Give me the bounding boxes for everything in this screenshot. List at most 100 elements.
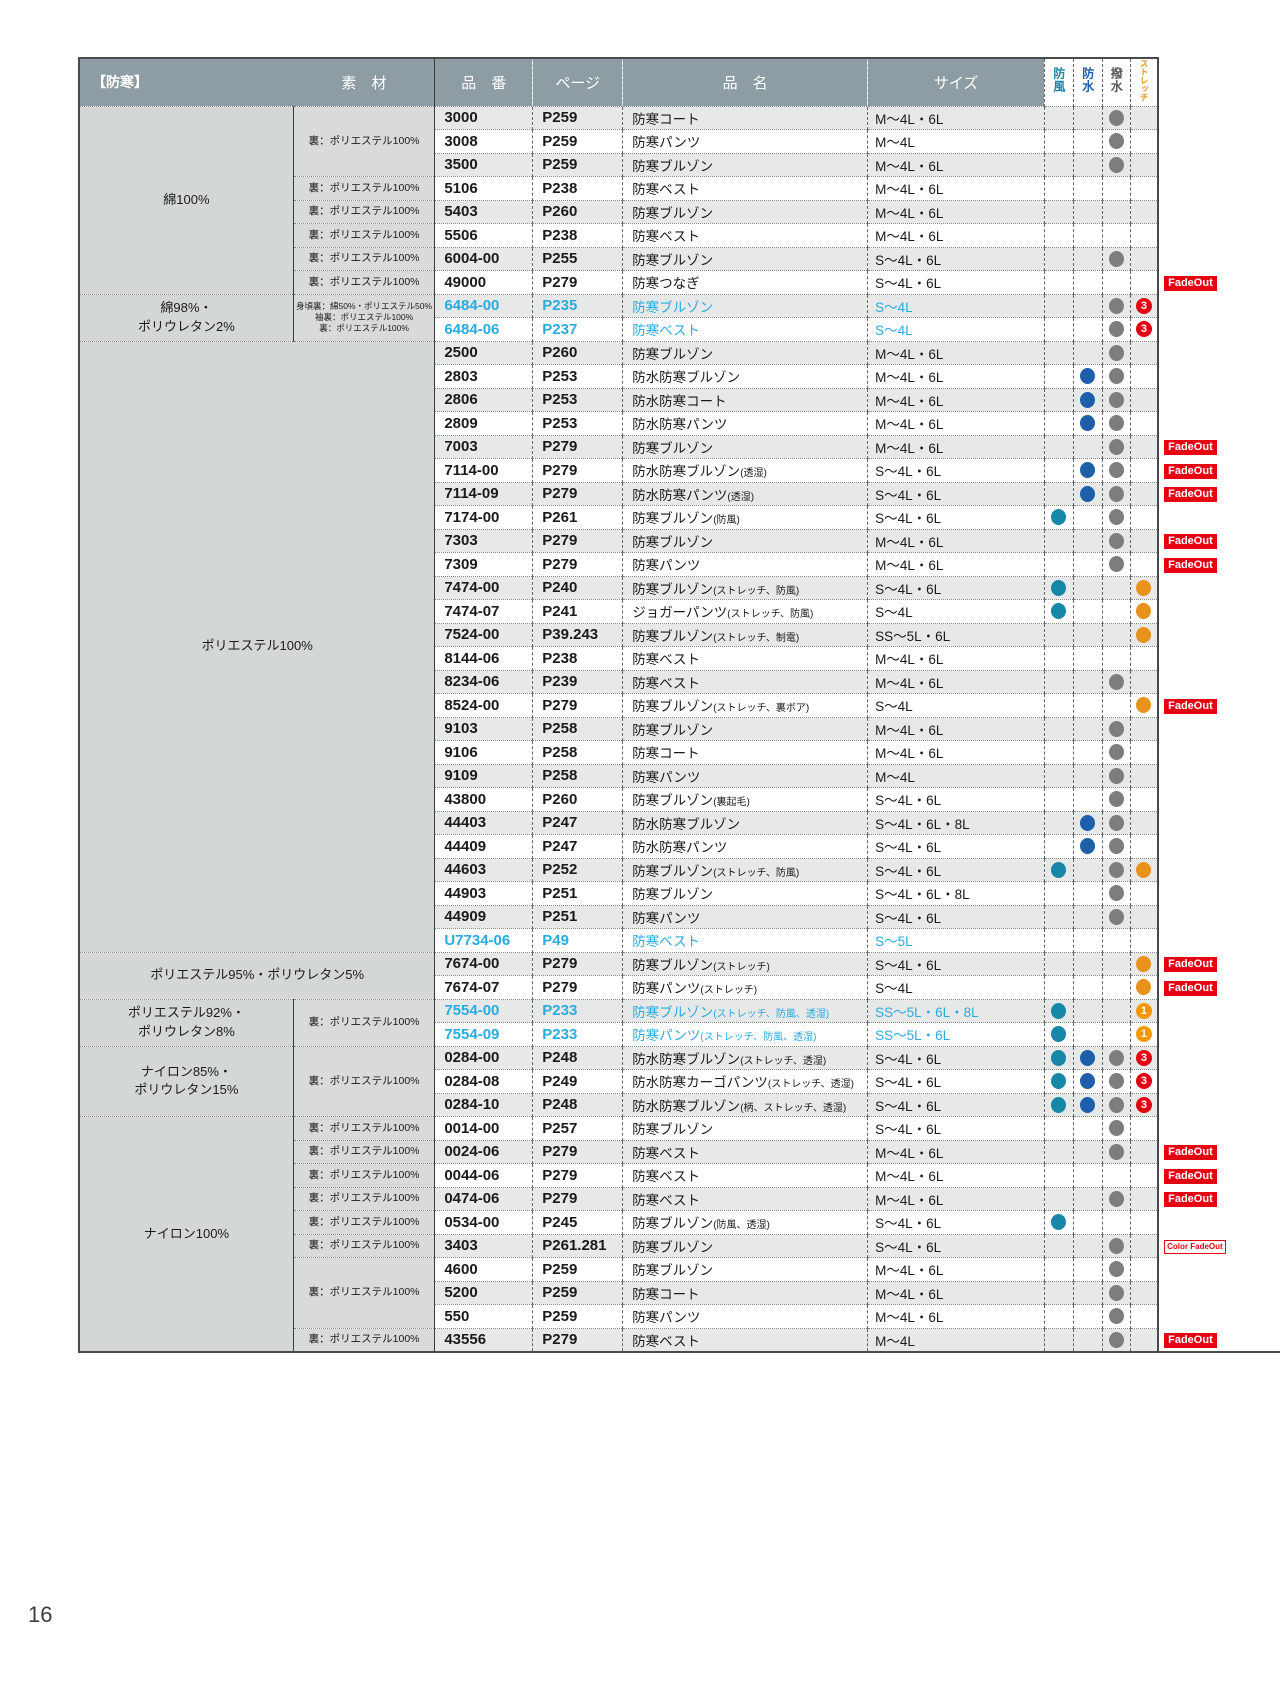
sub-material-cell: 裏：ポリエステル100%: [293, 1139, 436, 1164]
stretch-cell: 3: [1129, 317, 1160, 341]
water-repellent-cell: [1101, 1210, 1131, 1234]
fade-label-cell: [1158, 1093, 1280, 1117]
page-number: 16: [28, 1602, 53, 1627]
item-name-cell: 防寒パンツ: [622, 904, 868, 929]
fade-label-cell: [1158, 153, 1280, 177]
fade-label-cell: FadeOut: [1158, 270, 1280, 294]
fade-label-cell: [1158, 623, 1280, 647]
sub-material-cell: 裏：ポリエステル100%: [293, 998, 436, 1046]
page-ref-cell: P251: [532, 881, 623, 905]
water-repellent-cell: [1101, 1045, 1131, 1070]
fade-label-cell: [1158, 1281, 1280, 1305]
page-ref-cell: P238: [532, 176, 623, 200]
water-repellent-dot: [1108, 720, 1124, 737]
table-row: 9103 P258 防寒ブルゾン M〜4L・6L: [79, 716, 1280, 741]
table-row: 3008 P259 防寒パンツ M〜4L: [79, 129, 1280, 153]
item-no-cell: 7474-00: [434, 575, 533, 600]
item-name-cell: 防寒ベスト: [622, 1327, 868, 1353]
item-name-note: (ストレッチ、防風): [727, 609, 814, 621]
page-ref-cell: P241: [532, 599, 623, 623]
header-water-repellent: 撥水: [1101, 57, 1131, 106]
water-repellent-cell: [1101, 246, 1131, 271]
stretch-cell: [1129, 622, 1160, 647]
item-no-cell: 5106: [434, 176, 533, 200]
water-repellent-cell: [1101, 552, 1131, 576]
item-name-cell: 防寒パンツ(ストレッチ、防風、透湿): [622, 1022, 868, 1046]
page-ref-cell: P259: [532, 129, 623, 153]
water-repellent-dot: [1108, 1284, 1124, 1301]
windproof-cell: [1043, 364, 1074, 388]
windproof-cell: [1043, 716, 1074, 741]
water-repellent-cell: [1101, 787, 1131, 811]
size-cell: S〜4L・6L: [867, 1045, 1045, 1070]
header-page: ページ: [532, 57, 623, 106]
sub-material-cell: 裏：ポリエステル100%: [293, 105, 436, 177]
page-ref-cell: P279: [532, 693, 623, 717]
item-no-cell: 7554-09: [434, 1022, 533, 1046]
item-name-text: 防水防寒パンツ: [632, 840, 728, 856]
fade-label-cell: FadeOut: [1158, 435, 1280, 459]
page-ref-cell: P279: [532, 552, 623, 576]
size-cell: M〜4L: [867, 1327, 1045, 1353]
sub-material-cell: 裏：ポリエステル100%: [293, 270, 436, 294]
stretch-cell: [1129, 787, 1160, 811]
stretch-level-badge: 1: [1135, 1002, 1152, 1019]
page-ref-cell: P258: [532, 763, 623, 788]
stretch-cell: [1129, 1280, 1160, 1305]
waterproof-cell: [1072, 1163, 1103, 1187]
table-row: 裏：ポリエステル100% 49000 P279 防寒つなぎ S〜4L・6L FadeOut: [79, 270, 1280, 294]
item-no-cell: 8524-00: [434, 693, 533, 717]
stretch-cell: [1129, 810, 1160, 835]
windproof-cell: [1043, 528, 1074, 553]
table-row: 裏：ポリエステル100% 5106 P238 防寒ベスト M〜4L・6L: [79, 176, 1280, 200]
water-repellent-dot: [1108, 885, 1124, 902]
item-name-text: 防寒ブルゾン: [632, 158, 714, 174]
item-name-text: 防寒ブルゾン: [632, 1216, 714, 1232]
windproof-cell: [1043, 669, 1074, 694]
page-ref-cell: P260: [532, 340, 623, 365]
item-name-text: 防寒ベスト: [632, 1169, 700, 1185]
material-group-cell: ナイロン85%・ ポリウレタン15%: [77, 1045, 294, 1117]
table-header-row: 【防寒】 素 材 品 番 ページ 品 名 サイズ 防風 防水 撥水 ストレッチ: [77, 57, 1280, 106]
fade-label-cell: FadeOut: [1158, 693, 1280, 717]
size-cell: S〜4L・6L: [867, 951, 1045, 976]
size-cell: M〜4L: [867, 129, 1045, 153]
waterproof-cell: [1072, 387, 1103, 412]
table-row: 2803 P253 防水防寒ブルゾン M〜4L・6L: [79, 364, 1280, 388]
waterproof-cell: [1072, 599, 1103, 623]
fade-label-cell: [1158, 599, 1280, 623]
fade-label-cell: FadeOut: [1158, 1140, 1280, 1164]
size-cell: S〜4L・6L・8L: [867, 810, 1045, 835]
waterproof-dot: [1080, 1049, 1096, 1066]
item-name-cell: 防寒ブルゾン: [622, 1233, 868, 1258]
waterproof-dot: [1080, 485, 1096, 502]
table-row: 44403 P247 防水防寒ブルゾン S〜4L・6L・8L: [79, 810, 1280, 835]
size-cell: M〜4L・6L: [867, 434, 1045, 459]
stretch-level-badge: 3: [1135, 297, 1152, 314]
table-row: 裏：ポリエステル100% 0044-06 P279 防寒ベスト M〜4L・6L FadeO…: [79, 1163, 1280, 1187]
product-table: 【防寒】 素 材 品 番 ページ 品 名 サイズ 防風 防水 撥水 ストレッチ …: [77, 57, 1280, 1353]
item-name-text: 防寒ブルゾン: [632, 1004, 714, 1020]
waterproof-cell: [1072, 1045, 1103, 1070]
header-fade-spacer: [1158, 58, 1280, 106]
fade-label-cell: FadeOut: [1158, 1187, 1280, 1211]
item-no-cell: 0044-06: [434, 1163, 533, 1187]
item-no-cell: 7303: [434, 528, 533, 553]
size-cell: M〜4L・6L: [867, 340, 1045, 365]
item-name-cell: 防寒ブルゾン: [622, 1116, 868, 1140]
item-no-cell: 6484-06: [434, 317, 533, 341]
water-repellent-cell: [1101, 693, 1131, 717]
windproof-cell: [1043, 1186, 1074, 1211]
item-name-text: 防水防寒ブルゾン: [632, 464, 741, 480]
item-name-text: 防寒パンツ: [632, 1310, 701, 1326]
table-row: 43800 P260 防寒ブルゾン(裏起毛) S〜4L・6L: [79, 787, 1280, 811]
water-repellent-dot: [1108, 532, 1124, 549]
windproof-cell: [1043, 1045, 1074, 1070]
sub-material-cell: 裏：ポリエステル100%: [293, 1210, 436, 1234]
water-repellent-dot: [1108, 1261, 1124, 1278]
windproof-cell: [1043, 411, 1074, 435]
windproof-cell: [1043, 1257, 1074, 1281]
stretch-cell: [1129, 1327, 1160, 1353]
waterproof-cell: [1072, 975, 1103, 999]
water-repellent-dot: [1108, 1143, 1124, 1160]
